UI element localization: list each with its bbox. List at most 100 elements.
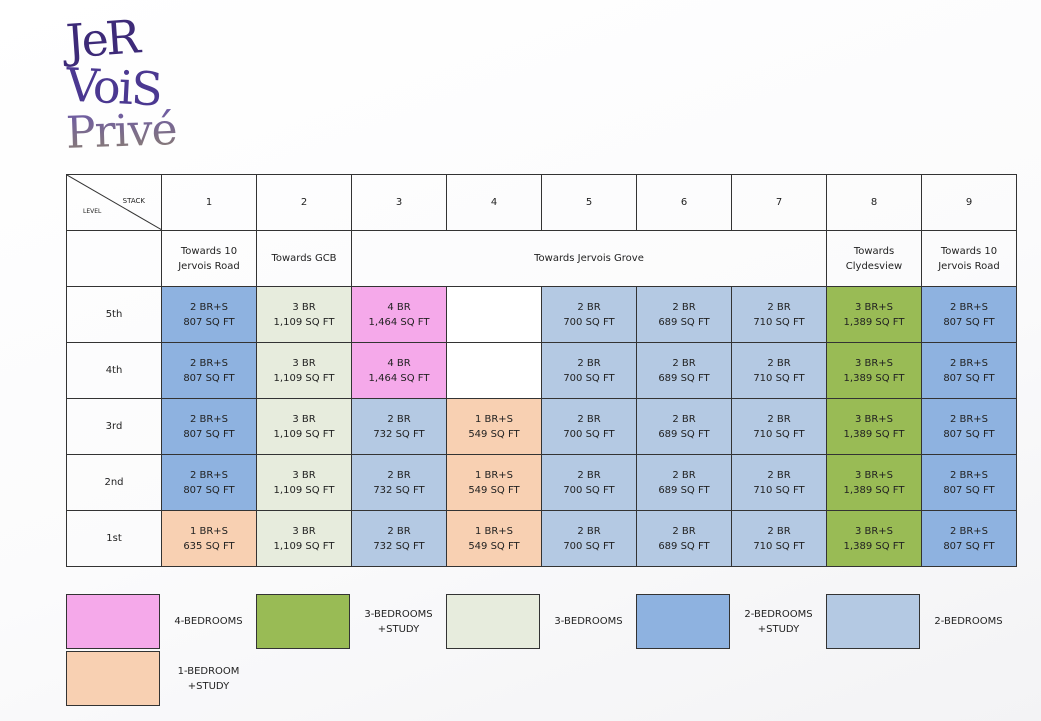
level-label: 2nd	[66, 454, 162, 511]
unit-cell: 2 BR 732 SQ FT	[351, 454, 447, 511]
legend-label-3brs: 3-BEDROOMS +STUDY	[364, 608, 433, 635]
unit-type-label: 2 BR	[577, 525, 601, 537]
legend-label-4br: 4-BEDROOMS	[174, 616, 243, 627]
unit-cell	[446, 286, 542, 343]
unit-type-label: 1 BR+S	[189, 525, 229, 537]
unit-type-label: 2 BR+S	[949, 301, 989, 313]
unit-cell: 2 BR 710 SQ FT	[731, 342, 827, 399]
level-label: 1st	[66, 510, 162, 567]
view-orientation-cell: Towards Clydesview	[826, 230, 922, 287]
unit-area-label: 807 SQ FT	[943, 428, 995, 440]
unit-cell: 3 BR 1,109 SQ FT	[256, 286, 352, 343]
unit-area-label: 807 SQ FT	[943, 484, 995, 496]
unit-cell: 3 BR 1,109 SQ FT	[256, 342, 352, 399]
unit-type-label: 2 BR	[387, 413, 411, 425]
view-orientation-cell: Towards 10 Jervois Road	[921, 230, 1017, 287]
unit-type-label: 2 BR	[767, 469, 791, 481]
unit-area-label: 700 SQ FT	[563, 428, 615, 440]
unit-area-label: 807 SQ FT	[943, 316, 995, 328]
brand-logo: JeR VoiS Privé	[64, 9, 186, 159]
unit-area-label: 1,389 SQ FT	[843, 428, 905, 440]
level-stack-corner-cell: STACK LEVEL	[66, 174, 162, 231]
unit-cell: 2 BR+S 807 SQ FT	[921, 510, 1017, 567]
brand-logo-line-3: Privé	[65, 104, 178, 159]
unit-area-label: 1,109 SQ FT	[273, 540, 335, 552]
unit-area-label: 807 SQ FT	[943, 372, 995, 384]
unit-type-label: 1 BR+S	[474, 469, 514, 481]
unit-cell: 3 BR 1,109 SQ FT	[256, 510, 352, 567]
stack-header-2: 2	[256, 174, 352, 231]
unit-type-legend: 4-BEDROOMS 3-BEDROOMS +STUDY 3-BEDROOMS 2-B…	[66, 594, 1016, 708]
unit-area-label: 807 SQ FT	[183, 484, 235, 496]
unit-area-label: 689 SQ FT	[658, 540, 710, 552]
unit-type-label: 2 BR+S	[189, 301, 229, 313]
unit-type-label: 2 BR+S	[949, 469, 989, 481]
unit-cell: 2 BR 710 SQ FT	[731, 454, 827, 511]
unit-type-label: 3 BR	[292, 301, 316, 313]
legend-label-2brs: 2-BEDROOMS +STUDY	[744, 608, 813, 635]
corner-diagonal-line	[67, 175, 161, 230]
unit-type-label: 2 BR	[577, 413, 601, 425]
unit-type-label: 2 BR	[767, 525, 791, 537]
unit-type-label: 3 BR+S	[854, 469, 894, 481]
legend-swatch-1brs	[66, 651, 160, 706]
unit-type-label: 3 BR	[292, 525, 316, 537]
legend-swatch-3brs	[256, 594, 350, 649]
unit-type-label: 1 BR+S	[474, 413, 514, 425]
unit-cell: 2 BR 700 SQ FT	[541, 342, 637, 399]
legend-label-3br: 3-BEDROOMS	[554, 616, 623, 627]
unit-area-label: 807 SQ FT	[943, 540, 995, 552]
unit-type-label: 2 BR	[387, 469, 411, 481]
unit-area-label: 1,389 SQ FT	[843, 316, 905, 328]
unit-type-label: 2 BR	[577, 469, 601, 481]
view-orientation-cell: Towards 10 Jervois Road	[161, 230, 257, 287]
level-row-5th: 5th 2 BR+S 807 SQ FT 3 BR 1,109 SQ FT 4 BR 1,4…	[66, 286, 1017, 343]
unit-type-label: 2 BR	[767, 357, 791, 369]
unit-area-label: 1,109 SQ FT	[273, 372, 335, 384]
unit-cell: 2 BR 689 SQ FT	[636, 286, 732, 343]
stack-header-5: 5	[541, 174, 637, 231]
unit-area-label: 549 SQ FT	[468, 484, 520, 496]
unit-area-label: 710 SQ FT	[753, 372, 805, 384]
stack-header-7: 7	[731, 174, 827, 231]
unit-area-label: 807 SQ FT	[183, 372, 235, 384]
unit-area-label: 807 SQ FT	[183, 428, 235, 440]
unit-area-label: 1,109 SQ FT	[273, 316, 335, 328]
unit-area-label: 689 SQ FT	[658, 484, 710, 496]
unit-type-label: 2 BR	[767, 301, 791, 313]
unit-cell: 2 BR 700 SQ FT	[541, 454, 637, 511]
unit-type-label: 2 BR	[767, 413, 791, 425]
unit-type-label: 2 BR	[672, 525, 696, 537]
unit-cell: 2 BR 689 SQ FT	[636, 454, 732, 511]
unit-area-label: 1,389 SQ FT	[843, 372, 905, 384]
unit-area-label: 732 SQ FT	[373, 540, 425, 552]
unit-type-label: 3 BR+S	[854, 525, 894, 537]
unit-cell: 3 BR+S 1,389 SQ FT	[826, 454, 922, 511]
legend-label-1brs: 1-BEDROOM +STUDY	[177, 665, 240, 692]
unit-type-label: 2 BR	[672, 357, 696, 369]
unit-cell: 2 BR+S 807 SQ FT	[921, 454, 1017, 511]
unit-type-label: 4 BR	[387, 357, 411, 369]
unit-cell: 1 BR+S 635 SQ FT	[161, 510, 257, 567]
unit-type-label: 2 BR+S	[189, 413, 229, 425]
stack-header-4: 4	[446, 174, 542, 231]
unit-cell: 2 BR 689 SQ FT	[636, 342, 732, 399]
unit-type-label: 2 BR+S	[189, 469, 229, 481]
unit-cell: 2 BR+S 807 SQ FT	[161, 398, 257, 455]
unit-cell: 2 BR 689 SQ FT	[636, 398, 732, 455]
brand-logo-line-1: JeR	[64, 9, 140, 69]
unit-cell	[446, 342, 542, 399]
stack-header-1: 1	[161, 174, 257, 231]
unit-area-label: 710 SQ FT	[753, 316, 805, 328]
unit-area-label: 700 SQ FT	[563, 372, 615, 384]
unit-type-label: 2 BR	[672, 469, 696, 481]
unit-area-label: 689 SQ FT	[658, 372, 710, 384]
unit-cell: 2 BR+S 807 SQ FT	[921, 398, 1017, 455]
unit-area-label: 549 SQ FT	[468, 540, 520, 552]
unit-area-label: 549 SQ FT	[468, 428, 520, 440]
unit-area-label: 710 SQ FT	[753, 428, 805, 440]
unit-cell: 3 BR 1,109 SQ FT	[256, 398, 352, 455]
unit-area-label: 700 SQ FT	[563, 540, 615, 552]
unit-type-label: 2 BR	[577, 301, 601, 313]
